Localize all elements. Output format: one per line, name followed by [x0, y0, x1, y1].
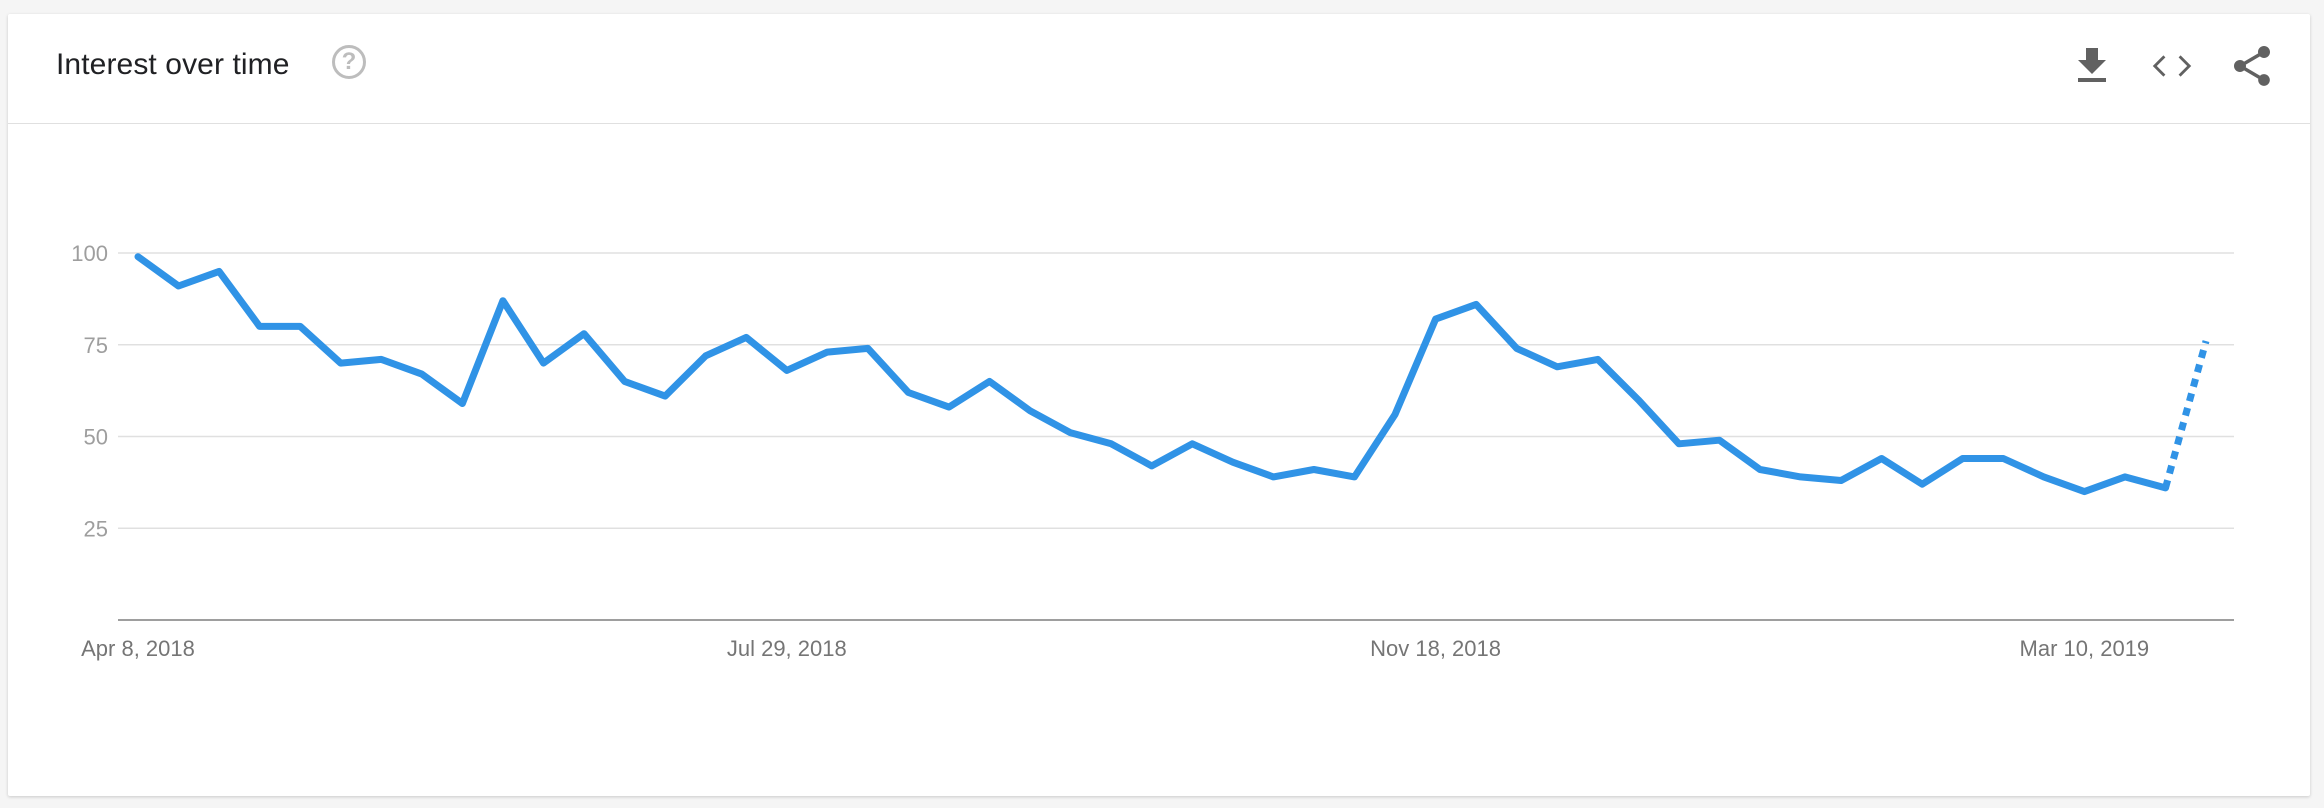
- y-tick-label-50: 50: [84, 425, 108, 450]
- x-tick-label-1: Jul 29, 2018: [727, 636, 847, 661]
- x-tick-label-2: Nov 18, 2018: [1370, 636, 1501, 661]
- download-icon[interactable]: [2068, 42, 2116, 90]
- x-tick-label-3: Mar 10, 2019: [2020, 636, 2150, 661]
- share-icon[interactable]: [2228, 42, 2276, 90]
- help-circle-icon[interactable]: ?: [332, 45, 366, 79]
- y-tick-label-25: 25: [84, 516, 108, 541]
- series-line-partial: [2162, 340, 2210, 489]
- card-header: Interest over time ?: [8, 14, 2310, 124]
- y-tick-label-100: 100: [71, 241, 108, 266]
- series-line: [134, 253, 2169, 496]
- interest-over-time-card: Interest over time ? 25 50 75 100 Apr 8, 201…: [8, 14, 2310, 796]
- line-chart: 25 50 75 100 Apr 8, 2018 Jul 29, 2018 Nov 18, …: [71, 241, 2234, 661]
- card-title: Interest over time: [56, 48, 290, 81]
- x-tick-label-0: Apr 8, 2018: [81, 636, 195, 661]
- y-tick-label-75: 75: [84, 333, 108, 358]
